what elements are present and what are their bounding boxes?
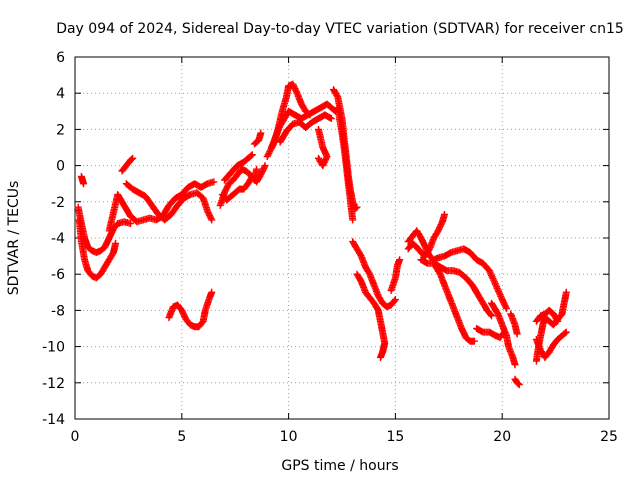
- plus-markers: [473, 325, 508, 342]
- plus-markers: [250, 129, 265, 148]
- x-tick-label: 5: [177, 429, 186, 445]
- y-tick-label: -2: [51, 195, 65, 211]
- plus-markers: [417, 256, 496, 320]
- y-tick-label: -6: [51, 267, 65, 283]
- plus-markers: [118, 154, 137, 175]
- y-tick-label: 4: [56, 86, 65, 102]
- plus-markers: [349, 238, 399, 311]
- y-tick-label: 6: [56, 50, 65, 66]
- series-arc-25: [473, 325, 508, 342]
- plus-markers: [122, 180, 216, 224]
- y-tick-label: -4: [51, 231, 65, 247]
- series-arc-28: [507, 310, 521, 338]
- plus-markers: [276, 111, 335, 146]
- series-arc-26: [488, 299, 519, 369]
- plus-markers: [77, 173, 88, 188]
- series-arc-7: [165, 288, 216, 331]
- plus-markers: [532, 306, 562, 325]
- plus-markers: [432, 263, 478, 345]
- plus-markers: [165, 288, 216, 331]
- series-arc-13: [268, 100, 340, 151]
- x-tick-label: 15: [386, 429, 404, 445]
- plus-markers: [221, 151, 256, 184]
- y-tick-label: -12: [42, 376, 65, 392]
- points-layer: [74, 80, 570, 389]
- series-arc-27: [511, 375, 523, 389]
- series-arc-4: [122, 180, 216, 224]
- plus-markers: [404, 227, 510, 313]
- plus-markers: [218, 162, 269, 204]
- series-arc-17: [334, 104, 357, 224]
- plus-markers: [507, 310, 521, 338]
- y-tick-label: -10: [42, 340, 65, 356]
- series-arc-19: [353, 270, 389, 361]
- series-arc-11: [250, 129, 265, 148]
- series-arc-30: [532, 328, 570, 361]
- plus-markers: [353, 270, 389, 361]
- plus-markers: [75, 216, 120, 282]
- series-arc-6: [77, 173, 88, 188]
- series-arc-9: [218, 162, 269, 204]
- series-arc-2: [75, 216, 120, 282]
- plus-markers: [532, 328, 570, 361]
- series-arc-22: [404, 227, 510, 313]
- plus-markers: [488, 299, 519, 369]
- y-axis-label: SDTVAR / TECUs: [6, 181, 22, 296]
- series-arc-18: [349, 238, 399, 311]
- y-tick-label: 0: [56, 159, 65, 175]
- series-arc-23: [417, 256, 496, 320]
- y-tick-label: -8: [51, 303, 65, 319]
- tick-layer: 0 5 10 15 20 25 -14 -12 -10 -8 -6 -4 -2 0 2 4 6: [42, 50, 618, 445]
- series-arc-15: [315, 125, 331, 170]
- plus-markers: [334, 104, 357, 224]
- plus-markers: [315, 125, 331, 170]
- x-tick-label: 20: [493, 429, 511, 445]
- series-arc-5: [118, 154, 137, 175]
- plus-markers: [511, 375, 523, 389]
- series-arc-20: [387, 256, 404, 294]
- series-arc-3: [105, 178, 218, 235]
- series-arc-10: [221, 151, 256, 184]
- y-tick-label: 2: [56, 122, 65, 138]
- chart-title: Day 094 of 2024, Sidereal Day-to-day VTE…: [56, 21, 624, 37]
- y-tick-label: -14: [42, 412, 65, 428]
- plus-markers: [268, 100, 340, 151]
- series-arc-24: [432, 263, 478, 345]
- series-arc-31: [532, 306, 562, 325]
- x-axis-label: GPS time / hours: [281, 458, 398, 474]
- series-arc-14: [276, 111, 335, 146]
- x-tick-label: 10: [280, 429, 298, 445]
- plus-markers: [105, 178, 218, 235]
- plus-markers: [387, 256, 404, 294]
- x-tick-label: 0: [71, 429, 80, 445]
- x-tick-label: 25: [600, 429, 618, 445]
